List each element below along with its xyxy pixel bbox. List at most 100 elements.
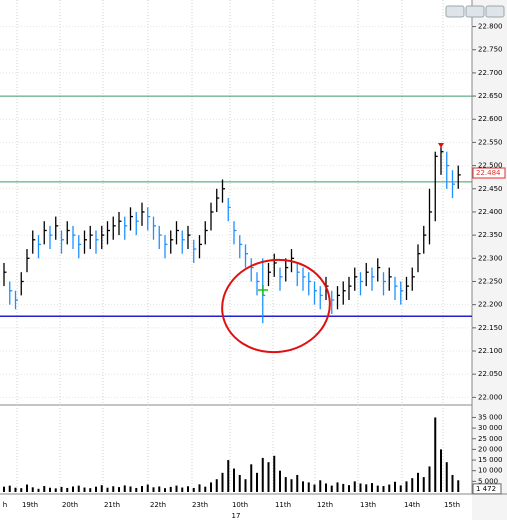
- y-tick-label: 22.400: [478, 208, 503, 216]
- volume-bar: [123, 485, 126, 492]
- volume-bar: [129, 486, 132, 492]
- x-tick-label: 15th: [444, 501, 460, 509]
- volume-bar: [353, 481, 356, 492]
- y-tick-label: 22.250: [478, 277, 503, 285]
- volume-bar: [388, 484, 391, 492]
- volume-bar: [325, 483, 327, 492]
- maximize-button[interactable]: [465, 5, 485, 18]
- volume-bar: [411, 478, 414, 492]
- y-tick-label: 22.150: [478, 324, 503, 332]
- volume-bar: [233, 468, 235, 492]
- last-volume-box: [472, 483, 502, 495]
- y-tick-label: 22.000: [478, 393, 503, 401]
- volume-bar: [302, 481, 304, 492]
- volume-bar: [26, 484, 28, 492]
- last-volume-label: 1 472: [476, 485, 496, 493]
- volume-bar: [319, 480, 322, 492]
- volume-bar: [187, 486, 189, 492]
- volume-bar: [422, 477, 425, 492]
- volume-bar: [164, 488, 166, 492]
- y-tick-label: 22.700: [478, 69, 503, 77]
- volume-bar: [313, 484, 316, 492]
- volume-bar: [227, 460, 230, 492]
- volume-bar: [244, 479, 247, 492]
- x-tick-label: 22th: [150, 501, 166, 509]
- volume-bar: [284, 477, 287, 492]
- volume-bar: [261, 457, 264, 492]
- volume-bar: [175, 485, 178, 492]
- x-tick-label: 10th: [232, 501, 248, 509]
- x-tick-label: 14th: [404, 501, 420, 509]
- volume-bar: [359, 483, 362, 492]
- x-tick-label: 13th: [360, 501, 376, 509]
- volume-bar: [20, 488, 23, 492]
- y-tick-label: 22.050: [478, 370, 503, 378]
- volume-bar: [141, 486, 143, 492]
- volume-bar: [60, 486, 63, 492]
- x-tick-label: h: [3, 501, 7, 509]
- volume-bar: [72, 486, 74, 492]
- y-tick-label: 22.450: [478, 185, 503, 193]
- volume-bar: [445, 462, 448, 492]
- volume-bar: [31, 487, 34, 492]
- volume-bar: [256, 472, 258, 492]
- high-marker: [438, 143, 444, 148]
- volume-bar: [382, 486, 385, 492]
- y-tick-label: 22.350: [478, 231, 503, 239]
- volume-bar: [457, 480, 460, 492]
- volume-bar: [417, 472, 419, 492]
- volume-bar: [54, 488, 57, 492]
- volume-bar: [89, 488, 92, 492]
- volume-bar: [112, 486, 115, 492]
- volume-bar: [100, 485, 103, 492]
- last-price-label: 22.484: [476, 169, 501, 177]
- volume-bar: [405, 481, 408, 492]
- volume-bar: [376, 485, 379, 492]
- volume-bar: [238, 474, 241, 492]
- cursor-cross: [258, 285, 268, 295]
- volume-bar: [146, 484, 149, 492]
- y-tick-label: 22.800: [478, 23, 503, 31]
- v-tick-label: 30 000: [478, 424, 503, 432]
- annotation-circle: [221, 258, 331, 354]
- y-tick-label: 22.650: [478, 92, 503, 100]
- close-button[interactable]: [485, 5, 505, 18]
- volume-bar: [451, 474, 454, 492]
- v-tick-label: 20 000: [478, 445, 503, 453]
- volume-bar: [221, 472, 224, 492]
- volume-bar: [215, 479, 218, 492]
- volume-bar: [95, 486, 97, 492]
- x-tick-label: 12th: [317, 501, 333, 509]
- volume-bar: [8, 485, 11, 492]
- volume-bar: [365, 484, 368, 492]
- y-tick-label: 22.550: [478, 138, 503, 146]
- x-sublabel: 17: [232, 512, 241, 520]
- volume-bar: [135, 487, 138, 492]
- x-tick-label: 11th: [275, 501, 291, 509]
- volume-bar: [169, 486, 172, 492]
- v-tick-label: 15 000: [478, 456, 503, 464]
- minimize-button[interactable]: [445, 5, 465, 18]
- y-tick-label: 22.100: [478, 347, 503, 355]
- x-tick-label: 19th: [22, 501, 38, 509]
- y-tick-label: 22.200: [478, 301, 503, 309]
- window-buttons: [445, 5, 505, 18]
- volume-bar: [307, 482, 310, 492]
- volume-bar: [399, 485, 402, 492]
- volume-bar: [3, 486, 5, 492]
- volume-bar: [267, 462, 270, 492]
- volume-bar: [336, 482, 339, 492]
- last-price-box: [472, 167, 506, 179]
- volume-bar: [118, 487, 120, 492]
- y-tick-label: 22.300: [478, 254, 503, 262]
- y-tick-label: 22.750: [478, 46, 503, 54]
- volume-bar: [371, 483, 373, 492]
- volume-bar: [83, 487, 86, 492]
- v-tick-label: 25 000: [478, 435, 503, 443]
- volume-bar: [77, 485, 80, 492]
- volume-bar: [43, 486, 46, 492]
- y-tick-label: 22.500: [478, 162, 503, 170]
- x-tick-label: 20th: [62, 501, 78, 509]
